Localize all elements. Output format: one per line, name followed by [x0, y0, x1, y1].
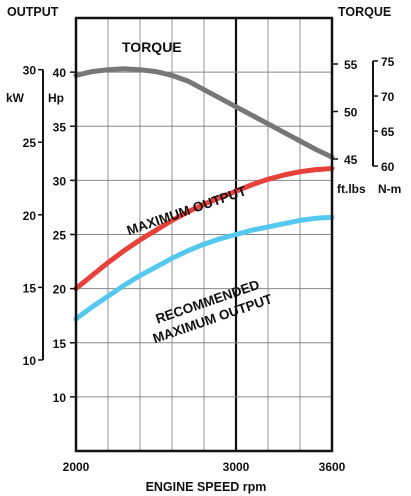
torque-axis-title: TORQUE: [338, 5, 391, 19]
chart-axes: 2000 3000 3600 10 15 20 25 30 35 40 10 15 20 25 30 45 50…: [23, 55, 395, 474]
torque-curve: [73, 66, 335, 160]
x-axis-title: ENGINE SPEED rpm: [146, 480, 267, 494]
ftlbs-tick-label: 55: [344, 58, 358, 72]
kw-tick-label: 25: [23, 136, 37, 150]
hp-tick-label: 10: [53, 391, 67, 405]
nm-tick-label: 60: [381, 160, 395, 174]
kw-tick-label: 20: [23, 209, 37, 223]
torque-curve-label: TORQUE: [122, 39, 182, 55]
x-tick-label: 2000: [63, 460, 90, 474]
kw-unit-label: kW: [6, 91, 25, 105]
nm-tick-label: 70: [381, 90, 395, 104]
grid-lines: [76, 18, 332, 451]
ftlbs-tick-label: 50: [344, 106, 358, 120]
ftlbs-unit-label: ft.lbs: [337, 182, 366, 196]
kw-tick-label: 10: [23, 354, 37, 368]
output-axis-title: OUTPUT: [7, 5, 59, 19]
nm-tick-label: 65: [381, 125, 395, 139]
recommended-output-curve: [73, 214, 335, 322]
maximum-output-curve: [73, 166, 335, 292]
hp-tick-label: 20: [53, 283, 67, 297]
hp-tick-label: 40: [53, 66, 67, 80]
chart-curves: [73, 66, 335, 322]
hp-unit-label: Hp: [48, 91, 64, 105]
ftlbs-tick-label: 45: [344, 153, 358, 167]
kw-tick-label: 15: [23, 281, 37, 295]
nm-unit-label: N-m: [378, 182, 401, 196]
hp-tick-label: 35: [53, 120, 67, 134]
hp-tick-label: 25: [53, 229, 67, 243]
hp-tick-label: 15: [53, 337, 67, 351]
x-tick-label: 3000: [223, 460, 250, 474]
x-tick-label: 3600: [319, 460, 346, 474]
kw-tick-label: 30: [23, 64, 37, 78]
nm-tick-label: 75: [381, 55, 395, 69]
hp-tick-label: 30: [53, 174, 67, 188]
